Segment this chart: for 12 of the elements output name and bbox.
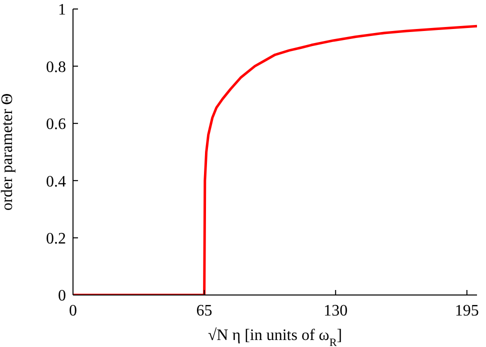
y-tick-label: 0 [58,288,66,305]
y-axis-title: order parameter Θ [0,93,16,211]
y-tick-label: 0.8 [46,58,66,76]
x-tick-label: 65 [196,302,212,320]
y-tick-label: 0.6 [46,116,66,134]
y-tick-label: 0.4 [46,173,66,190]
x-tick-label: 130 [324,302,348,320]
x-tick-label: 0 [69,302,77,320]
x-axis-title: √N η [in units of ω$_{R}$] [208,327,342,347]
y-tick-label: 0.2 [46,230,66,248]
y-tick-label: 1 [58,2,66,19]
x-tick-label: 195 [454,302,479,320]
